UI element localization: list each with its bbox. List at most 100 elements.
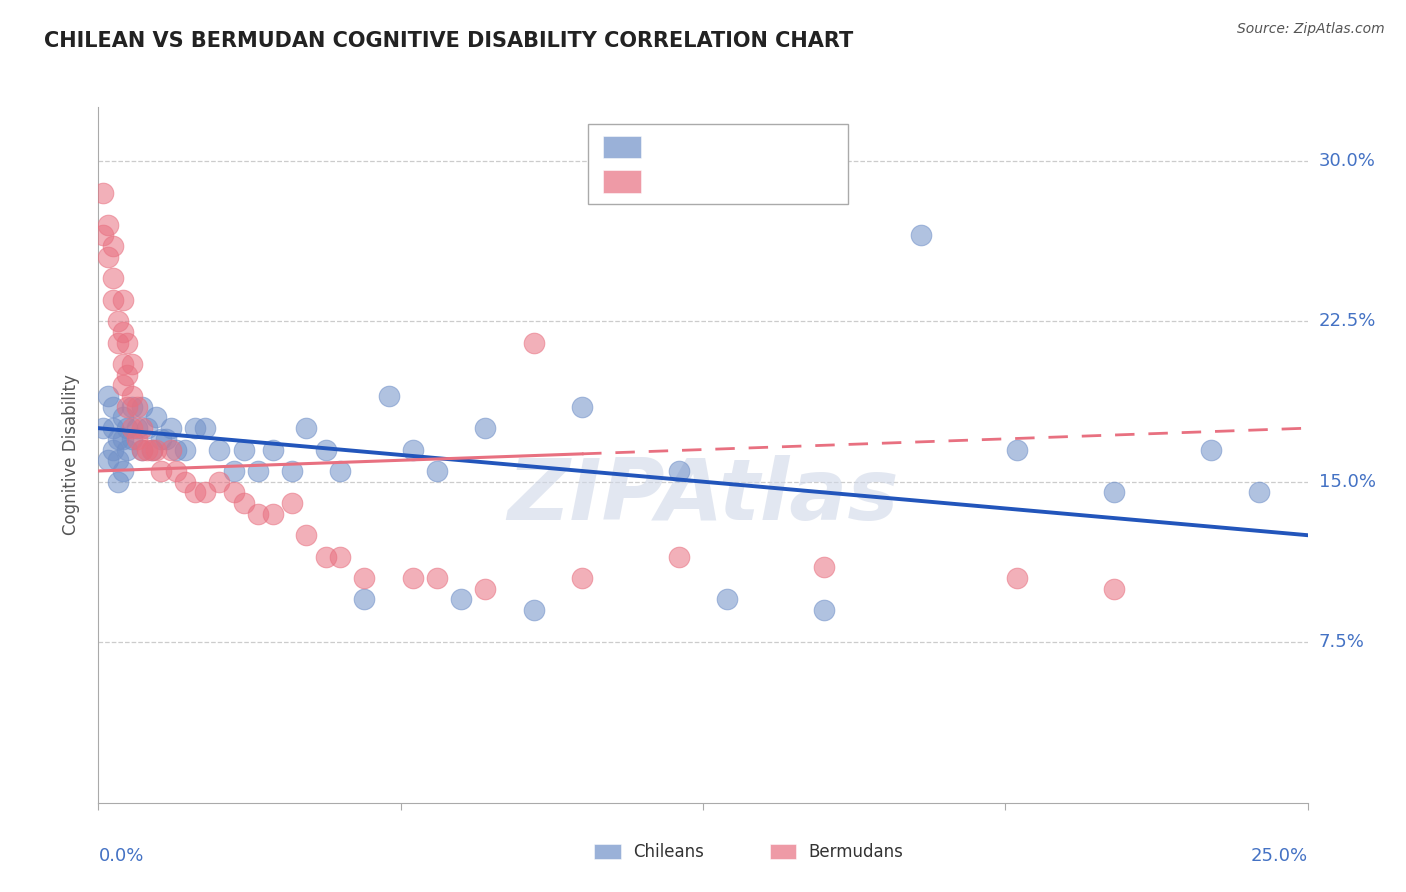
Point: [474, 582, 496, 596]
Point: [174, 475, 197, 489]
Point: [247, 507, 270, 521]
Point: [184, 485, 207, 500]
Point: [160, 442, 183, 457]
Point: [813, 603, 835, 617]
Point: [353, 592, 375, 607]
Point: [1007, 571, 1029, 585]
Point: [121, 421, 143, 435]
Point: [107, 432, 129, 446]
Point: [121, 357, 143, 371]
Point: [194, 485, 217, 500]
Point: [91, 228, 114, 243]
Point: [150, 464, 173, 478]
Point: [281, 496, 304, 510]
Point: [135, 421, 157, 435]
Point: [131, 421, 153, 435]
FancyBboxPatch shape: [588, 124, 848, 204]
Text: 15.0%: 15.0%: [1319, 473, 1375, 491]
Point: [668, 549, 690, 564]
Point: [402, 442, 425, 457]
Point: [101, 239, 124, 253]
Point: [117, 400, 139, 414]
FancyBboxPatch shape: [595, 844, 621, 859]
Point: [107, 453, 129, 467]
Point: [208, 442, 231, 457]
Point: [111, 357, 134, 371]
Point: [315, 442, 337, 457]
Point: [910, 228, 932, 243]
Point: [232, 496, 254, 510]
Point: [208, 475, 231, 489]
Point: [131, 400, 153, 414]
Text: 25.0%: 25.0%: [1250, 847, 1308, 865]
Point: [111, 293, 134, 307]
Point: [97, 453, 120, 467]
Point: [165, 464, 187, 478]
Text: ZIPAtlas: ZIPAtlas: [508, 455, 898, 538]
Text: 22.5%: 22.5%: [1319, 312, 1376, 330]
Point: [131, 442, 153, 457]
Point: [668, 464, 690, 478]
Point: [222, 464, 245, 478]
Point: [1102, 485, 1125, 500]
Point: [101, 271, 124, 285]
Point: [450, 592, 472, 607]
Point: [194, 421, 217, 435]
Point: [1007, 442, 1029, 457]
Point: [523, 335, 546, 350]
Point: [101, 293, 124, 307]
Point: [111, 464, 134, 478]
Point: [111, 410, 134, 425]
Point: [262, 507, 284, 521]
FancyBboxPatch shape: [769, 844, 796, 859]
Text: 7.5%: 7.5%: [1319, 633, 1365, 651]
FancyBboxPatch shape: [603, 170, 641, 193]
Point: [97, 218, 120, 232]
Point: [160, 421, 183, 435]
Point: [145, 442, 167, 457]
Point: [184, 421, 207, 435]
Point: [474, 421, 496, 435]
Point: [97, 250, 120, 264]
Text: Bermudans: Bermudans: [808, 843, 903, 861]
Point: [174, 442, 197, 457]
Text: 0.0%: 0.0%: [98, 847, 143, 865]
Point: [247, 464, 270, 478]
Point: [107, 475, 129, 489]
Point: [1102, 582, 1125, 596]
Point: [127, 400, 149, 414]
Point: [1249, 485, 1271, 500]
Point: [127, 421, 149, 435]
Point: [121, 432, 143, 446]
Point: [232, 442, 254, 457]
Point: [97, 389, 120, 403]
Point: [155, 432, 177, 446]
FancyBboxPatch shape: [603, 136, 641, 158]
Point: [281, 464, 304, 478]
Point: [165, 442, 187, 457]
Point: [131, 442, 153, 457]
Point: [813, 560, 835, 574]
Point: [402, 571, 425, 585]
Point: [295, 421, 318, 435]
Text: Source: ZipAtlas.com: Source: ZipAtlas.com: [1237, 22, 1385, 37]
Point: [141, 442, 163, 457]
Text: N = 51: N = 51: [780, 172, 842, 191]
Point: [91, 186, 114, 200]
Point: [117, 368, 139, 382]
Y-axis label: Cognitive Disability: Cognitive Disability: [62, 375, 80, 535]
Point: [111, 378, 134, 392]
Point: [426, 571, 449, 585]
Point: [426, 464, 449, 478]
Point: [353, 571, 375, 585]
Point: [117, 421, 139, 435]
Point: [91, 421, 114, 435]
Point: [377, 389, 399, 403]
Point: [329, 464, 352, 478]
Text: R = 0.047: R = 0.047: [654, 172, 737, 191]
Point: [121, 389, 143, 403]
Point: [571, 571, 593, 585]
Point: [111, 432, 134, 446]
Point: [117, 335, 139, 350]
Text: 30.0%: 30.0%: [1319, 152, 1375, 169]
